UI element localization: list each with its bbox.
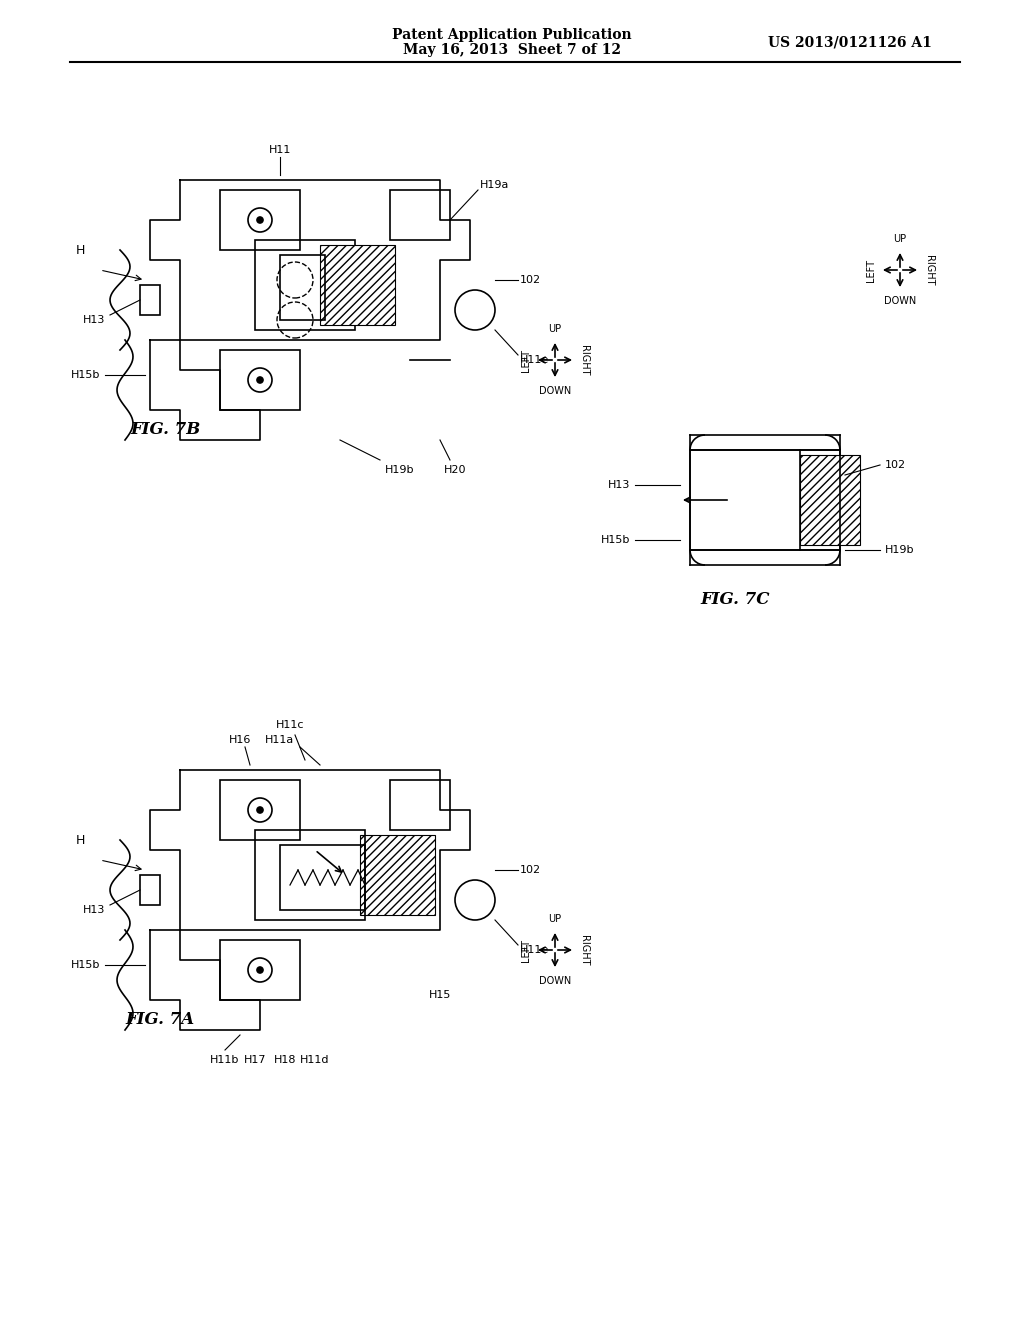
Text: H15b: H15b <box>71 960 100 970</box>
Bar <box>360 836 435 915</box>
Bar <box>220 350 300 411</box>
Text: H19b: H19b <box>885 545 914 554</box>
Text: H20: H20 <box>443 465 466 475</box>
Bar <box>220 780 300 840</box>
Bar <box>280 845 365 909</box>
Text: H15b: H15b <box>71 370 100 380</box>
Text: RIGHT: RIGHT <box>579 345 589 375</box>
Bar <box>690 450 840 550</box>
Text: H11a: H11a <box>265 735 295 744</box>
Text: H11: H11 <box>269 145 291 154</box>
Bar <box>390 190 450 240</box>
Text: LEFT: LEFT <box>521 939 531 961</box>
Text: FIG. 7B: FIG. 7B <box>130 421 201 438</box>
Text: 102: 102 <box>520 865 541 875</box>
Bar <box>319 246 395 325</box>
Text: FIG. 7A: FIG. 7A <box>125 1011 195 1028</box>
Text: H13: H13 <box>83 906 105 915</box>
Text: H19a: H19a <box>480 180 509 190</box>
Text: US 2013/0121126 A1: US 2013/0121126 A1 <box>768 36 932 49</box>
Text: H18: H18 <box>273 1055 296 1065</box>
Text: H: H <box>76 243 85 256</box>
Circle shape <box>257 378 263 383</box>
Bar <box>390 780 450 830</box>
Text: LEFT: LEFT <box>866 259 876 281</box>
Text: DOWN: DOWN <box>884 296 916 306</box>
Text: DOWN: DOWN <box>539 385 571 396</box>
Text: H15: H15 <box>429 990 452 1001</box>
Bar <box>220 190 300 249</box>
Bar <box>255 240 355 330</box>
Text: UP: UP <box>549 323 561 334</box>
Text: H19b: H19b <box>385 465 415 475</box>
Bar <box>220 940 300 1001</box>
Text: UP: UP <box>549 913 561 924</box>
Text: FIG. 7C: FIG. 7C <box>700 591 769 609</box>
Bar <box>255 830 365 920</box>
Bar <box>140 875 160 906</box>
Text: UP: UP <box>893 234 906 244</box>
Bar <box>280 255 325 319</box>
Text: H11e: H11e <box>520 355 549 366</box>
Text: H11c: H11c <box>275 719 304 730</box>
Bar <box>800 455 860 545</box>
Text: May 16, 2013  Sheet 7 of 12: May 16, 2013 Sheet 7 of 12 <box>403 44 621 57</box>
Bar <box>140 285 160 315</box>
Text: DOWN: DOWN <box>539 975 571 986</box>
Text: RIGHT: RIGHT <box>579 935 589 965</box>
Text: LEFT: LEFT <box>521 348 531 371</box>
Circle shape <box>257 807 263 813</box>
Text: H15b: H15b <box>601 535 630 545</box>
Text: 102: 102 <box>885 459 906 470</box>
Text: H16: H16 <box>228 735 251 744</box>
Text: RIGHT: RIGHT <box>924 255 934 285</box>
Text: H17: H17 <box>244 1055 266 1065</box>
Text: H11e: H11e <box>520 945 549 954</box>
Circle shape <box>257 968 263 973</box>
Text: H13: H13 <box>83 315 105 325</box>
Text: 102: 102 <box>520 275 541 285</box>
Text: H11d: H11d <box>300 1055 330 1065</box>
Text: H13: H13 <box>607 480 630 490</box>
Text: H11b: H11b <box>210 1055 240 1065</box>
Text: Patent Application Publication: Patent Application Publication <box>392 28 632 42</box>
Text: H: H <box>76 833 85 846</box>
Circle shape <box>257 216 263 223</box>
